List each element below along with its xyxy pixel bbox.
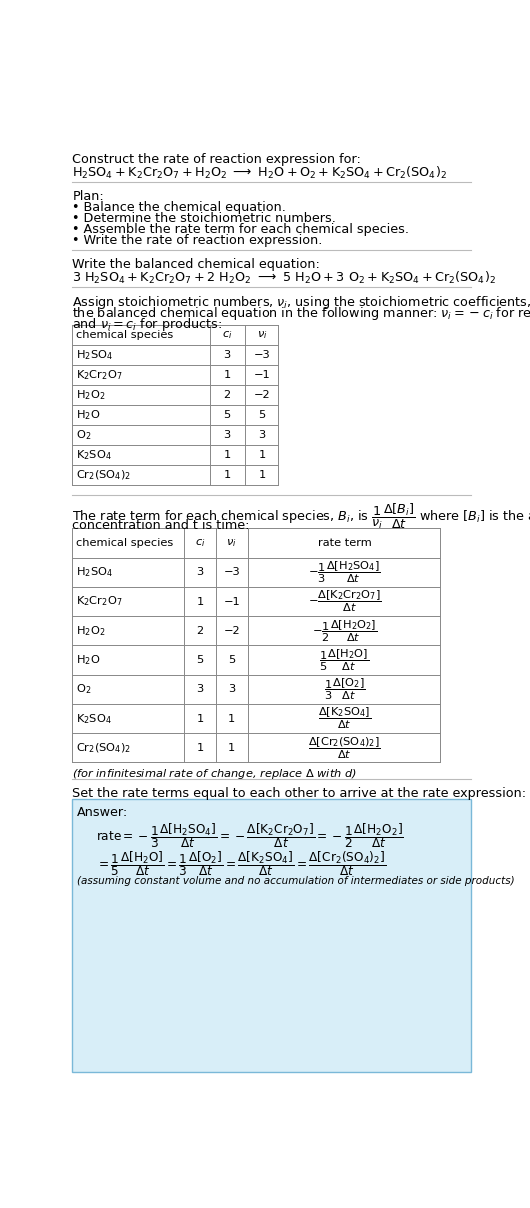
Text: $-\dfrac{\Delta[\mathrm{K_2Cr_2O_7}]}{\Delta t}$: $-\dfrac{\Delta[\mathrm{K_2Cr_2O_7}]}{\D… [307,588,381,615]
Text: $\nu_i$: $\nu_i$ [226,538,237,548]
Text: 1: 1 [224,451,231,460]
Text: • Assemble the rate term for each chemical species.: • Assemble the rate term for each chemic… [73,222,410,236]
Text: • Determine the stoichiometric numbers.: • Determine the stoichiometric numbers. [73,211,337,225]
Text: 1: 1 [196,743,204,753]
Text: 1: 1 [228,714,235,724]
Text: 3: 3 [258,430,266,440]
Text: $\mathrm{Cr_2(SO_4)_2}$: $\mathrm{Cr_2(SO_4)_2}$ [76,469,131,482]
Text: 1: 1 [258,451,266,460]
Text: 5: 5 [228,655,235,666]
Text: 3: 3 [224,430,231,440]
Text: $\mathrm{K_2Cr_2O_7}$: $\mathrm{K_2Cr_2O_7}$ [76,594,123,609]
Text: $\mathrm{rate} = -\dfrac{1}{3}\dfrac{\Delta[\mathrm{H_2SO_4}]}{\Delta t} = -\dfr: $\mathrm{rate} = -\dfrac{1}{3}\dfrac{\De… [96,821,403,850]
Text: 1: 1 [228,743,235,753]
FancyBboxPatch shape [73,800,471,1071]
Text: and $\nu_i = c_i$ for products:: and $\nu_i = c_i$ for products: [73,316,223,333]
Text: 5: 5 [258,411,266,420]
Text: chemical species: chemical species [76,538,173,548]
Text: $\nu_i$: $\nu_i$ [257,330,267,341]
Text: $\mathrm{H_2SO_4 + K_2Cr_2O_7 + H_2O_2\ \longrightarrow\ H_2O + O_2 + K_2SO_4 + : $\mathrm{H_2SO_4 + K_2Cr_2O_7 + H_2O_2\ … [73,165,447,181]
Text: 3: 3 [196,685,204,695]
Text: $\mathrm{O_2}$: $\mathrm{O_2}$ [76,429,92,442]
Text: $\mathrm{3\ H_2SO_4 + K_2Cr_2O_7 + 2\ H_2O_2\ \longrightarrow\ 5\ H_2O + 3\ O_2 : $\mathrm{3\ H_2SO_4 + K_2Cr_2O_7 + 2\ H_… [73,269,496,286]
Text: −2: −2 [224,626,240,635]
Text: chemical species: chemical species [76,330,173,341]
Text: $\mathrm{Cr_2(SO_4)_2}$: $\mathrm{Cr_2(SO_4)_2}$ [76,741,131,755]
Text: 5: 5 [224,411,231,420]
Text: rate term: rate term [317,538,372,548]
Text: −2: −2 [254,390,270,400]
Text: • Balance the chemical equation.: • Balance the chemical equation. [73,202,286,214]
Text: 3: 3 [228,685,235,695]
Text: $\mathrm{H_2O}$: $\mathrm{H_2O}$ [76,654,101,667]
Text: Plan:: Plan: [73,190,104,203]
Text: Answer:: Answer: [77,806,128,819]
Text: 3: 3 [224,350,231,360]
Text: (for infinitesimal rate of change, replace $\Delta$ with $d$): (for infinitesimal rate of change, repla… [73,767,357,782]
Text: $\dfrac{\Delta[\mathrm{Cr_2(SO_4)_2}]}{\Delta t}$: $\dfrac{\Delta[\mathrm{Cr_2(SO_4)_2}]}{\… [308,736,381,761]
Text: $c_i$: $c_i$ [222,330,232,341]
Text: 2: 2 [197,626,204,635]
Text: −3: −3 [253,350,270,360]
Text: 1: 1 [224,370,231,381]
Text: $\mathrm{H_2O_2}$: $\mathrm{H_2O_2}$ [76,388,105,402]
Text: $\dfrac{1}{5}\dfrac{\Delta[\mathrm{H_2O}]}{\Delta t}$: $\dfrac{1}{5}\dfrac{\Delta[\mathrm{H_2O}… [320,647,369,673]
Text: the balanced chemical equation in the following manner: $\nu_i = -c_i$ for react: the balanced chemical equation in the fo… [73,306,530,323]
Text: $\mathrm{H_2SO_4}$: $\mathrm{H_2SO_4}$ [76,565,113,579]
Text: $-\dfrac{1}{2}\dfrac{\Delta[\mathrm{H_2O_2}]}{\Delta t}$: $-\dfrac{1}{2}\dfrac{\Delta[\mathrm{H_2O… [312,618,377,644]
Text: 3: 3 [196,568,204,577]
Text: −1: −1 [223,597,240,606]
Text: $\mathrm{K_2SO_4}$: $\mathrm{K_2SO_4}$ [76,448,112,463]
Text: 5: 5 [196,655,204,666]
Text: $\mathrm{H_2SO_4}$: $\mathrm{H_2SO_4}$ [76,348,113,362]
Text: $\mathrm{K_2SO_4}$: $\mathrm{K_2SO_4}$ [76,712,112,726]
Text: −1: −1 [253,370,270,381]
Text: Write the balanced chemical equation:: Write the balanced chemical equation: [73,259,320,271]
Text: 1: 1 [196,597,204,606]
Text: $\dfrac{\Delta[\mathrm{K_2SO_4}]}{\Delta t}$: $\dfrac{\Delta[\mathrm{K_2SO_4}]}{\Delta… [318,705,371,731]
Text: $= \dfrac{1}{5}\dfrac{\Delta[\mathrm{H_2O}]}{\Delta t} = \dfrac{1}{3}\dfrac{\Del: $= \dfrac{1}{5}\dfrac{\Delta[\mathrm{H_2… [96,849,386,878]
Text: $\dfrac{1}{3}\dfrac{\Delta[\mathrm{O_2}]}{\Delta t}$: $\dfrac{1}{3}\dfrac{\Delta[\mathrm{O_2}]… [324,676,365,702]
Text: $\mathrm{K_2Cr_2O_7}$: $\mathrm{K_2Cr_2O_7}$ [76,368,123,382]
Text: −3: −3 [223,568,240,577]
Text: $c_i$: $c_i$ [195,538,205,548]
Text: Construct the rate of reaction expression for:: Construct the rate of reaction expressio… [73,152,361,165]
Text: $\mathrm{H_2O}$: $\mathrm{H_2O}$ [76,408,101,422]
Text: 1: 1 [224,470,231,481]
Text: 1: 1 [258,470,266,481]
Text: $\mathrm{O_2}$: $\mathrm{O_2}$ [76,683,92,696]
Text: Assign stoichiometric numbers, $\nu_i$, using the stoichiometric coefficients, $: Assign stoichiometric numbers, $\nu_i$, … [73,295,530,312]
Text: 2: 2 [224,390,231,400]
Text: 1: 1 [196,714,204,724]
Text: $\mathrm{H_2O_2}$: $\mathrm{H_2O_2}$ [76,623,105,638]
Text: The rate term for each chemical species, $B_i$, is $\dfrac{1}{\nu_i}\dfrac{\Delt: The rate term for each chemical species,… [73,503,530,532]
Text: concentration and t is time:: concentration and t is time: [73,519,250,533]
Text: (assuming constant volume and no accumulation of intermediates or side products): (assuming constant volume and no accumul… [77,877,515,887]
Text: $-\dfrac{1}{3}\dfrac{\Delta[\mathrm{H_2SO_4}]}{\Delta t}$: $-\dfrac{1}{3}\dfrac{\Delta[\mathrm{H_2S… [308,559,381,585]
Text: • Write the rate of reaction expression.: • Write the rate of reaction expression. [73,233,323,246]
Text: Set the rate terms equal to each other to arrive at the rate expression:: Set the rate terms equal to each other t… [73,788,527,800]
